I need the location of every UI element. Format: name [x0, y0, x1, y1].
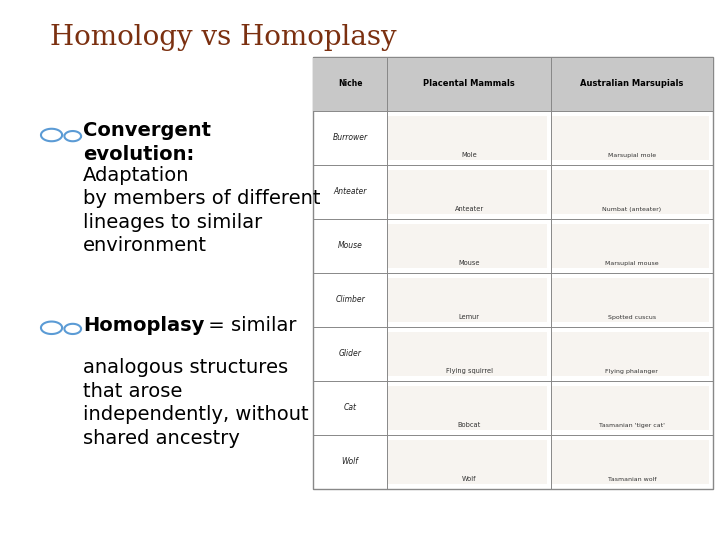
FancyBboxPatch shape [551, 278, 709, 322]
Text: Tasmanian 'tiger cat': Tasmanian 'tiger cat' [599, 423, 665, 428]
Text: = similar: = similar [202, 316, 296, 335]
Text: Anteater: Anteater [454, 206, 484, 212]
Text: Glider: Glider [338, 349, 361, 358]
Text: Flying squirrel: Flying squirrel [446, 368, 492, 374]
FancyBboxPatch shape [313, 57, 713, 111]
Text: Niche: Niche [338, 79, 362, 88]
Text: Spotted cuscus: Spotted cuscus [608, 315, 656, 320]
Text: Flying phalanger: Flying phalanger [606, 369, 658, 374]
Text: Homology vs Homoplasy: Homology vs Homoplasy [50, 24, 397, 51]
Text: Anteater: Anteater [333, 187, 367, 196]
Text: Adaptation
by members of different
lineages to similar
environment: Adaptation by members of different linea… [83, 166, 320, 255]
Text: Australian Marsupials: Australian Marsupials [580, 79, 683, 88]
FancyBboxPatch shape [551, 332, 709, 376]
Text: Wolf: Wolf [342, 457, 359, 466]
FancyBboxPatch shape [551, 386, 709, 430]
FancyBboxPatch shape [313, 57, 713, 489]
Text: analogous structures
that arose
independently, without
shared ancestry: analogous structures that arose independ… [83, 358, 308, 448]
FancyBboxPatch shape [387, 440, 547, 484]
FancyBboxPatch shape [387, 278, 547, 322]
Text: Climber: Climber [336, 295, 365, 304]
FancyBboxPatch shape [387, 224, 547, 268]
Text: Marsupial mouse: Marsupial mouse [605, 261, 659, 266]
Text: Burrower: Burrower [333, 133, 368, 142]
FancyBboxPatch shape [551, 170, 709, 214]
Text: Cat: Cat [343, 403, 356, 412]
Text: Bobcat: Bobcat [457, 422, 481, 428]
Text: Wolf: Wolf [462, 476, 477, 482]
Text: Tasmanian wolf: Tasmanian wolf [608, 477, 656, 482]
Text: Numbat (anteater): Numbat (anteater) [603, 207, 662, 212]
Text: Convergent
evolution:: Convergent evolution: [83, 122, 211, 164]
FancyBboxPatch shape [551, 116, 709, 160]
Text: Lemur: Lemur [459, 314, 480, 320]
FancyBboxPatch shape [551, 224, 709, 268]
Text: Placental Mammals: Placental Mammals [423, 79, 515, 88]
Text: Marsupial mole: Marsupial mole [608, 153, 656, 158]
Text: Homoplasy: Homoplasy [83, 316, 204, 335]
FancyBboxPatch shape [387, 386, 547, 430]
FancyBboxPatch shape [551, 440, 709, 484]
FancyBboxPatch shape [387, 170, 547, 214]
FancyBboxPatch shape [387, 332, 547, 376]
FancyBboxPatch shape [387, 116, 547, 160]
Text: Mole: Mole [462, 152, 477, 158]
Text: Mouse: Mouse [338, 241, 363, 250]
Text: Mouse: Mouse [459, 260, 480, 266]
